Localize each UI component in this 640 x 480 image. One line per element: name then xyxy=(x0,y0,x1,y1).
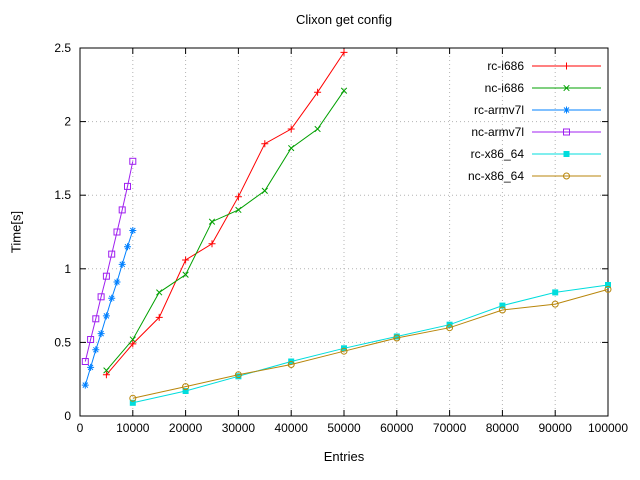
x-tick-label: 10000 xyxy=(116,421,150,435)
legend-label-rc-armv7l: rc-armv7l xyxy=(474,103,524,117)
tick-labels: 0 10000 20000 30000 40000 50000 60000 70000 8000… xyxy=(54,41,628,435)
x-tick-label: 30000 xyxy=(222,421,256,435)
plot-border xyxy=(79,47,609,417)
legend: rc-i686 nc-i686 rc-armv7l nc-armv7l rc-x86_6… xyxy=(468,59,601,183)
series-nc-x86_64 xyxy=(129,285,612,402)
y-tick-label: 1.5 xyxy=(54,188,71,202)
legend-label-rc-i686: rc-i686 xyxy=(487,59,524,73)
x-axis-label: Entries xyxy=(323,449,365,464)
legend-label-rc-x86_64: rc-x86_64 xyxy=(471,147,525,161)
legend-sample-rc-i686 xyxy=(532,62,601,70)
x-tick-label: 90000 xyxy=(539,421,573,435)
x-tick-label: 40000 xyxy=(275,421,309,435)
series-nc-i686 xyxy=(103,87,348,374)
legend-sample-nc-i686 xyxy=(532,84,601,92)
series-rc-i686 xyxy=(102,48,348,379)
legend-sample-nc-armv7l xyxy=(532,128,601,136)
y-tick-label: 2 xyxy=(64,115,71,129)
y-tick-label: 1 xyxy=(64,262,71,276)
grid-lines xyxy=(79,47,609,417)
legend-sample-nc-x86_64 xyxy=(532,172,601,180)
x-tick-label: 100000 xyxy=(588,421,628,435)
x-tick-label: 0 xyxy=(77,421,84,435)
y-tick-label: 2.5 xyxy=(54,41,71,55)
x-tick-label: 50000 xyxy=(327,421,361,435)
legend-sample-rc-armv7l xyxy=(532,106,601,114)
legend-sample-rc-x86_64 xyxy=(532,151,601,157)
chart-title: Clixon get config xyxy=(295,12,393,27)
series-rc-armv7l xyxy=(81,227,137,389)
series-nc-armv7l xyxy=(81,157,137,365)
legend-label-nc-i686: nc-i686 xyxy=(485,81,525,95)
legend-label-nc-x86_64: nc-x86_64 xyxy=(468,169,524,183)
y-tick-label: 0.5 xyxy=(54,335,71,349)
x-tick-label: 80000 xyxy=(486,421,520,435)
series-rc-x86_64 xyxy=(129,282,611,406)
legend-label-nc-armv7l: nc-armv7l xyxy=(471,125,524,139)
y-tick-label: 0 xyxy=(64,409,71,423)
x-tick-label: 20000 xyxy=(169,421,203,435)
x-tick-label: 60000 xyxy=(380,421,414,435)
x-tick-label: 70000 xyxy=(433,421,467,435)
